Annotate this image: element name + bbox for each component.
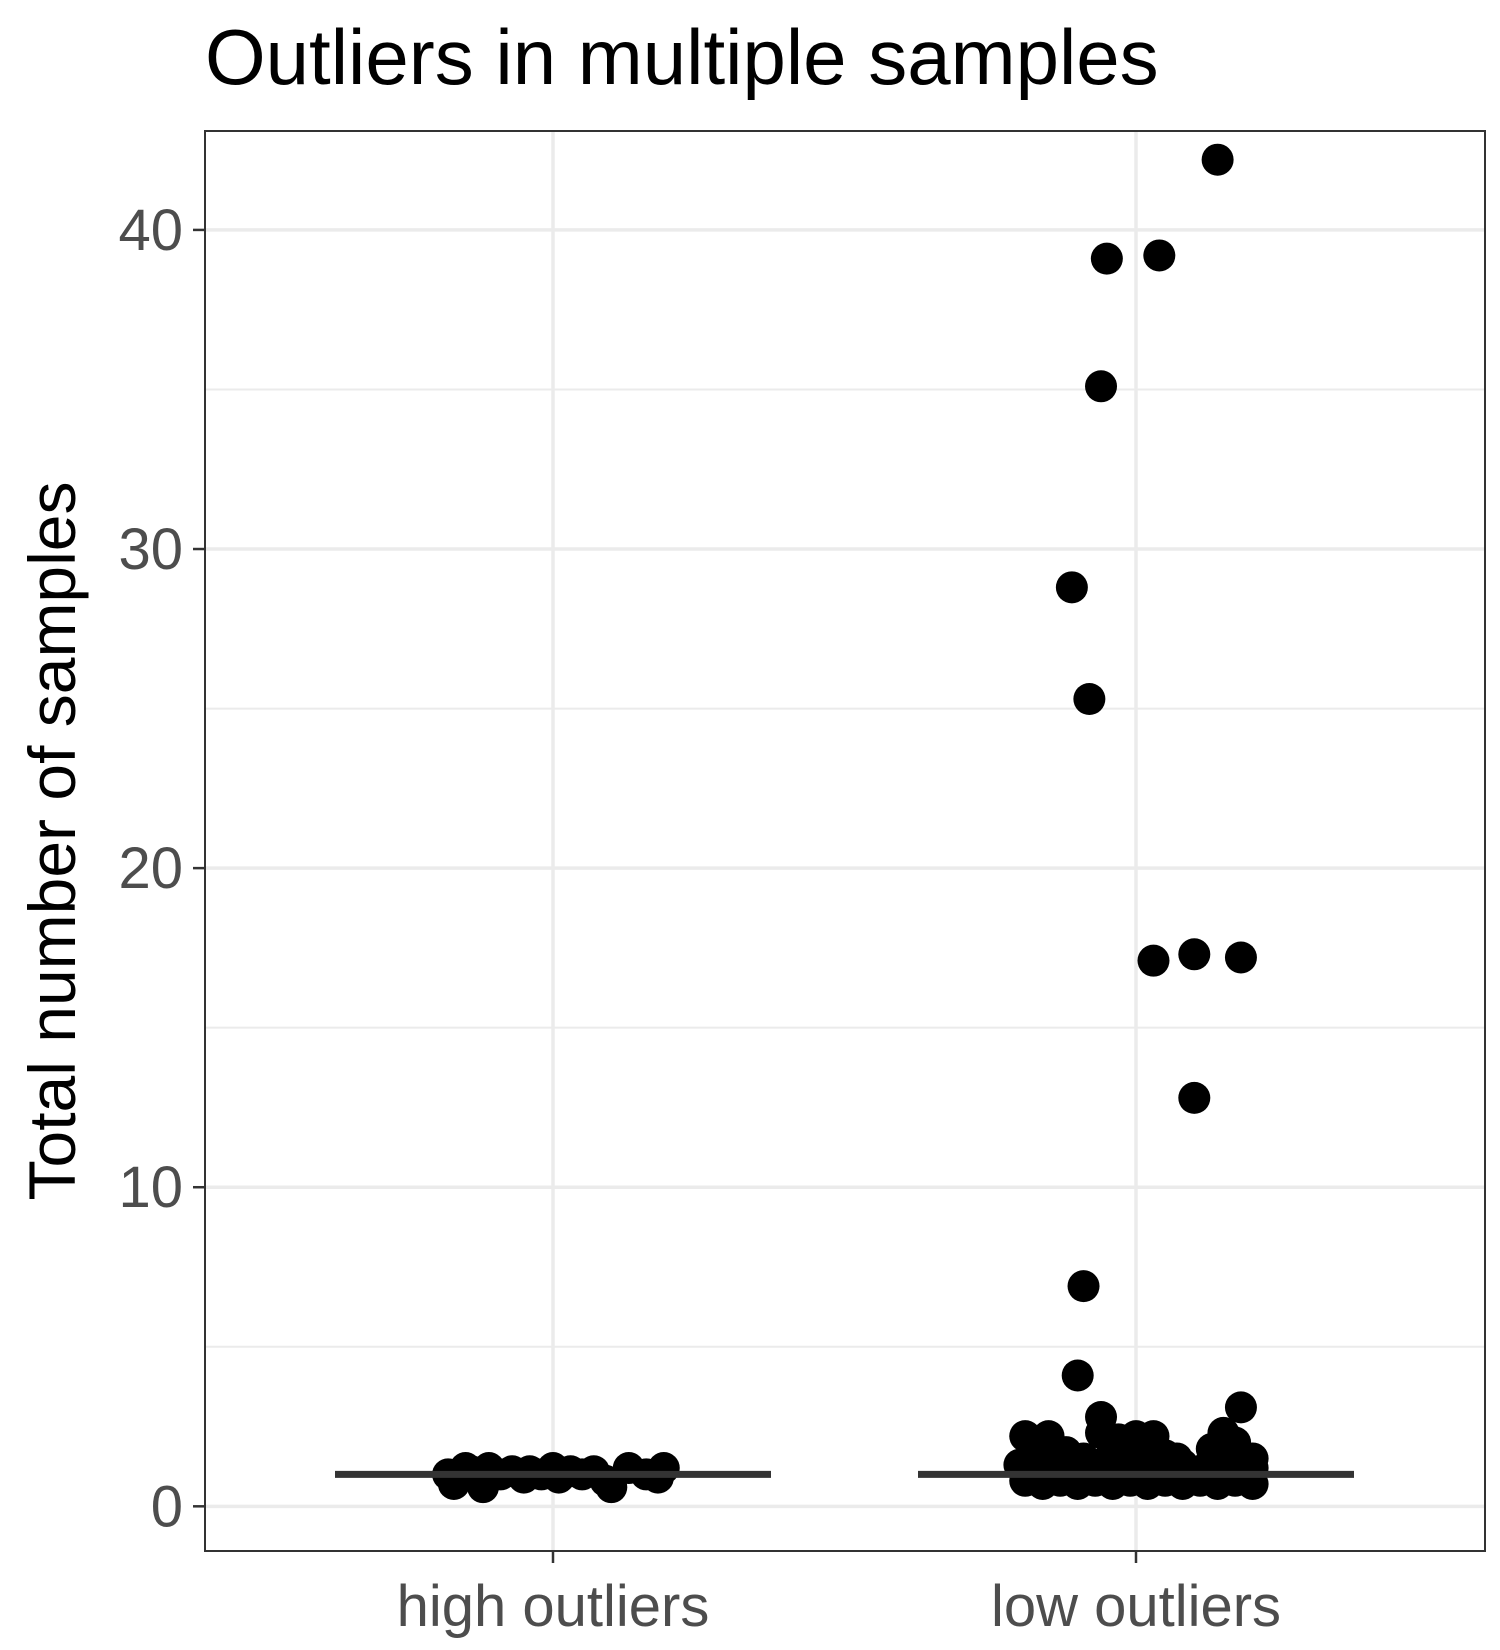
- chart-title: Outliers in multiple samples: [205, 13, 1159, 101]
- x-axis: high outliers low outliers: [397, 1551, 1281, 1639]
- data-point: [1073, 683, 1106, 715]
- data-point: [1137, 944, 1170, 977]
- data-point: [1143, 239, 1176, 272]
- y-axis: 0 10 20 30 40: [118, 198, 205, 1539]
- y-tick-label: 10: [118, 1155, 183, 1220]
- grid-major: [205, 131, 1485, 1551]
- data-point: [1178, 938, 1211, 971]
- grid-minor: [205, 388, 1485, 1348]
- data-point: [1085, 370, 1118, 403]
- y-tick-label: 30: [118, 517, 183, 582]
- data-point: [1061, 1359, 1094, 1392]
- data-point: [1224, 1391, 1257, 1424]
- data-point: [1224, 941, 1257, 974]
- data-point: [1201, 143, 1234, 176]
- data-point: [1055, 571, 1088, 604]
- x-tick-label: low outliers: [991, 1574, 1281, 1639]
- data-point: [1067, 1270, 1100, 1303]
- data-point: [1090, 242, 1123, 275]
- panel-border: [204, 130, 1486, 1552]
- data-point: [1178, 1081, 1211, 1114]
- y-tick-label: 40: [118, 198, 183, 263]
- y-axis-title: Total number of samples: [15, 481, 89, 1200]
- x-tick-label: high outliers: [397, 1574, 710, 1639]
- y-tick-label: 20: [118, 836, 183, 901]
- data-points: [432, 143, 1269, 1504]
- y-tick-label: 0: [151, 1474, 183, 1539]
